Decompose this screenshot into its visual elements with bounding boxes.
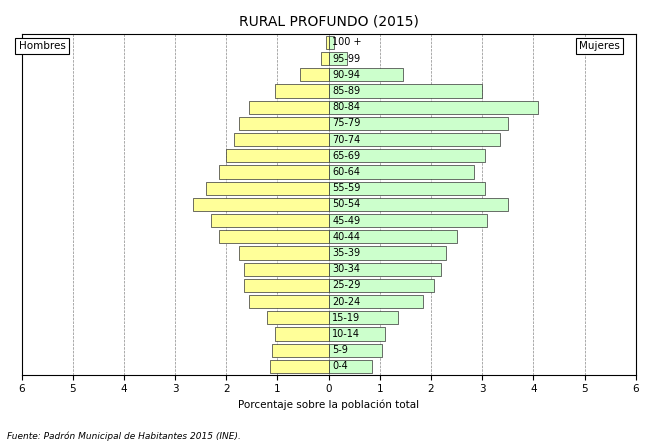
Bar [218,165,328,179]
Text: 10-14: 10-14 [332,329,360,339]
Bar [211,214,328,227]
Bar [328,36,334,49]
Bar [226,149,328,163]
Bar [328,165,474,179]
Bar [328,198,508,211]
Bar [328,263,441,276]
Bar [328,246,446,260]
Bar [249,101,328,114]
Text: 20-24: 20-24 [332,297,360,307]
Bar [275,84,328,97]
Text: 70-74: 70-74 [332,135,360,144]
Bar [328,279,434,292]
Bar [326,36,328,49]
Text: Fuente: Padrón Municipal de Habitantes 2015 (INE).: Fuente: Padrón Municipal de Habitantes 2… [7,431,241,441]
Bar [193,198,328,211]
X-axis label: Porcentaje sobre la población total: Porcentaje sobre la población total [238,400,419,410]
Text: 15-19: 15-19 [332,313,360,323]
Bar [272,344,328,357]
Text: Mujeres: Mujeres [579,41,620,51]
Bar [239,117,328,130]
Text: 100 +: 100 + [332,37,362,47]
Text: 30-34: 30-34 [332,264,360,274]
Text: 60-64: 60-64 [332,167,360,177]
Bar [328,68,403,82]
Bar [328,344,383,357]
Bar [206,182,328,195]
Bar [328,133,500,146]
Bar [328,311,398,324]
Title: RURAL PROFUNDO (2015): RURAL PROFUNDO (2015) [239,15,419,29]
Bar [328,295,423,308]
Text: 25-29: 25-29 [332,280,360,291]
Bar [244,263,328,276]
Bar [249,295,328,308]
Bar [269,360,328,373]
Bar [328,84,482,97]
Text: 45-49: 45-49 [332,216,360,225]
Bar [300,68,328,82]
Bar [328,327,385,341]
Bar [239,246,328,260]
Bar [328,182,485,195]
Text: 85-89: 85-89 [332,86,360,96]
Bar [234,133,328,146]
Bar [328,214,487,227]
Bar [328,230,456,244]
Text: 95-99: 95-99 [332,54,360,64]
Bar [275,327,328,341]
Bar [328,101,538,114]
Text: 75-79: 75-79 [332,118,360,128]
Text: 80-84: 80-84 [332,102,360,112]
Bar [328,360,372,373]
Text: 0-4: 0-4 [332,361,348,371]
Text: 40-44: 40-44 [332,232,360,242]
Bar [328,149,485,163]
Text: Hombres: Hombres [18,41,65,51]
Bar [328,117,508,130]
Text: 35-39: 35-39 [332,248,360,258]
Text: 65-69: 65-69 [332,151,360,161]
Bar [244,279,328,292]
Bar [328,52,347,65]
Bar [267,311,328,324]
Text: 90-94: 90-94 [332,70,360,80]
Bar [218,230,328,244]
Bar [321,52,328,65]
Text: 5-9: 5-9 [332,345,348,355]
Text: 50-54: 50-54 [332,199,360,210]
Text: 55-59: 55-59 [332,183,360,193]
